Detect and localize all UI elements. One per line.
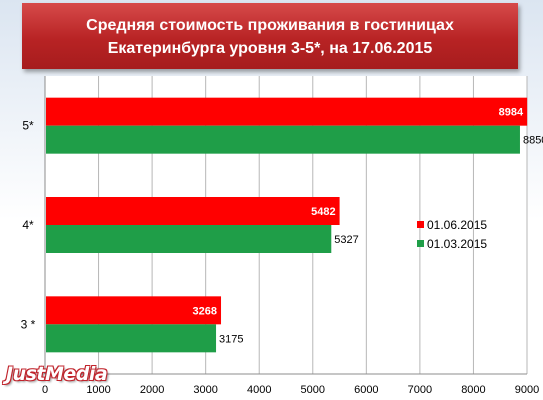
chart-legend: 01.06.2015 01.03.2015	[417, 215, 487, 253]
x-tick-label-5000: 5000	[301, 384, 325, 396]
bar-0-series-1	[46, 97, 528, 126]
legend-item-series-2: 01.03.2015	[417, 234, 487, 253]
bar-2-series-1	[46, 296, 222, 325]
chart-title-line-2: Екатеринбурга уровня 3-5*, на 17.06.2015	[107, 40, 433, 57]
legend-label-series-1: 01.06.2015	[427, 217, 488, 232]
x-tick-label-3000: 3000	[193, 384, 217, 396]
x-tick-label-8000: 8000	[461, 384, 485, 396]
x-tick-label-9000: 9000	[515, 384, 539, 396]
y-category-label-1: 4*	[22, 218, 34, 232]
bar-0-series-2	[46, 125, 520, 154]
data-label-2-series-1: 3268	[193, 305, 217, 317]
y-category-label-2: 3 *	[21, 317, 36, 331]
legend-swatch-series-1	[417, 221, 424, 228]
bar-1-series-2	[46, 225, 332, 253]
data-label-1-series-1: 5482	[311, 206, 335, 218]
bar-1-series-1	[46, 197, 340, 225]
x-tick-label-6000: 6000	[354, 384, 378, 396]
data-label-2-series-2: 3175	[219, 333, 243, 345]
x-tick-label-0: 0	[42, 384, 48, 396]
x-tick-label-1000: 1000	[86, 384, 110, 396]
legend-swatch-series-2	[417, 240, 424, 247]
data-label-0-series-2: 8850	[523, 135, 543, 147]
chart-title-banner: Средняя стоимость проживания в гостиница…	[22, 3, 518, 69]
x-tick-label-7000: 7000	[408, 384, 432, 396]
data-label-0-series-1: 8984	[499, 107, 524, 119]
justmedia-logo: JustMedia	[6, 363, 108, 385]
chart-title-line-1: Средняя стоимость проживания в гостиница…	[86, 17, 454, 34]
legend-item-series-1: 01.06.2015	[417, 215, 487, 234]
x-tick-label-4000: 4000	[247, 384, 271, 396]
data-label-1-series-2: 5327	[334, 234, 358, 246]
y-category-label-0: 5*	[22, 119, 34, 133]
bar-2-series-2	[46, 324, 217, 353]
x-tick-label-2000: 2000	[140, 384, 164, 396]
legend-label-series-2: 01.03.2015	[427, 236, 488, 251]
